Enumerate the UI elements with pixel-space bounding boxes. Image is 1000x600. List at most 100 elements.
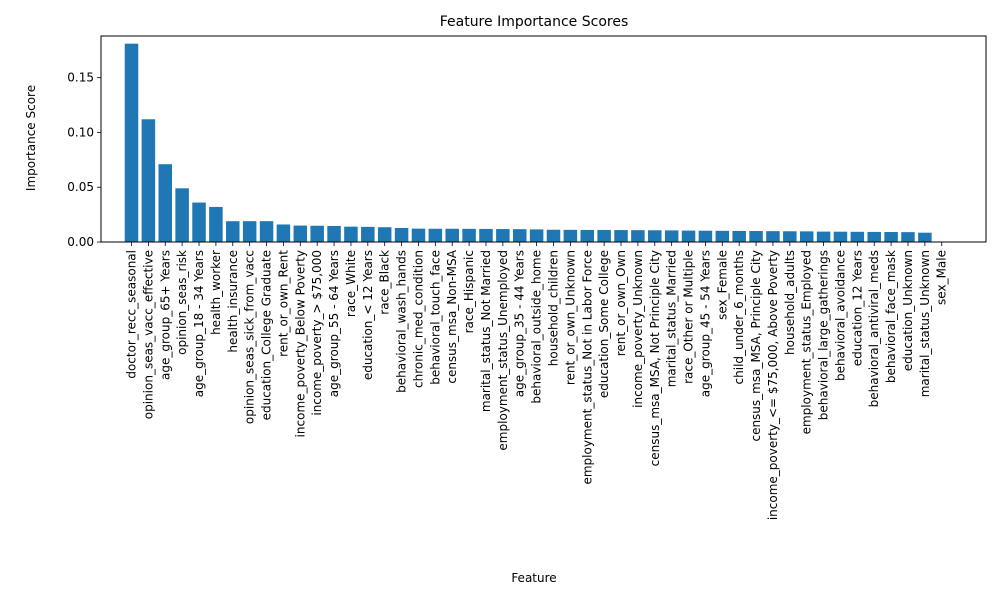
bar <box>546 229 561 242</box>
x-tick-label: education_< 12 Years <box>361 250 375 380</box>
bar <box>799 231 814 242</box>
x-axis-label: Feature <box>511 571 556 585</box>
x-tick-label: employment_status_Not in Labor Force <box>580 250 594 485</box>
x-tick-label: employment_status_Unemployed <box>496 250 510 451</box>
y-tick-label: 0.15 <box>67 71 94 85</box>
bar <box>141 119 156 242</box>
x-tick-label: rent_or_own_Rent <box>276 250 290 357</box>
bar <box>563 229 578 242</box>
x-tick-label: census_msa_Non-MSA <box>445 249 459 383</box>
bar <box>529 229 544 242</box>
y-tick-label: 0.00 <box>67 235 94 249</box>
bar <box>749 231 763 242</box>
x-tick-label: sex_Male <box>935 250 949 305</box>
y-axis: 0.00 0.05 0.10 0.15 <box>67 71 101 249</box>
bar <box>209 206 223 242</box>
x-tick-label: child_under_6_months <box>732 250 746 384</box>
bar <box>496 229 510 242</box>
bar <box>580 229 595 242</box>
y-axis-label: Importance Score <box>24 85 38 191</box>
x-tick-label: employment_status_Employed <box>800 250 814 434</box>
bar <box>597 229 611 242</box>
bar <box>698 230 713 242</box>
x-tick-label: marital_status_Married <box>665 250 679 387</box>
x-tick-label: age_group_35 - 44 Years <box>513 250 527 397</box>
bar <box>377 227 392 242</box>
bar <box>715 230 730 242</box>
bar <box>918 232 932 242</box>
bar <box>462 228 476 242</box>
y-tick-label: 0.05 <box>67 180 94 194</box>
chart-title: Feature Importance Scores <box>440 14 629 30</box>
bar <box>850 231 865 242</box>
bar <box>732 230 746 242</box>
x-tick-label: education_Some College <box>597 250 611 398</box>
x-tick-label: household_children <box>547 250 561 366</box>
x-tick-label: opinion_seas_vacc_effective <box>141 250 155 419</box>
bar <box>479 228 493 242</box>
bar <box>344 226 358 242</box>
x-tick-label: behavioral_touch_face <box>428 250 442 385</box>
bar <box>833 231 848 242</box>
x-tick-label: behavioral_wash_hands <box>395 250 409 393</box>
bar <box>259 221 274 242</box>
bar <box>783 231 797 242</box>
x-tick-label: sex_Female <box>715 250 729 320</box>
plot-frame <box>100 35 987 243</box>
x-tick-label: income_poverty_> $75,000 <box>310 250 324 416</box>
bar <box>428 228 443 242</box>
x-tick-label: income_poverty_Below Poverty <box>293 250 307 437</box>
bar <box>884 232 898 242</box>
y-tick-label: 0.10 <box>67 125 94 139</box>
bar <box>648 230 662 242</box>
x-tick-label: income_poverty_<= $75,000, Above Poverty <box>766 250 780 520</box>
x-tick-label: education_College Graduate <box>260 250 274 420</box>
bar <box>327 226 341 242</box>
x-tick-label: marital_status_Unknown <box>918 250 932 397</box>
x-tick-label: census_msa_MSA, Principle City <box>749 250 763 442</box>
bar <box>226 221 240 242</box>
bar <box>766 231 780 242</box>
x-tick-label: marital_status_Not Married <box>479 250 493 412</box>
x-tick-label: chronic_med_condition <box>411 250 425 388</box>
bar <box>816 231 831 242</box>
bar <box>158 164 173 242</box>
bar <box>867 231 881 242</box>
x-tick-label: education_Unknown <box>901 250 915 371</box>
bar <box>293 225 308 242</box>
x-tick-label: rent_or_own_Own <box>614 250 628 356</box>
x-tick-label: health_insurance <box>226 250 240 353</box>
x-tick-label: rent_or_own_Unknown <box>563 250 577 385</box>
bar <box>681 230 696 242</box>
x-tick-label: health_worker <box>209 250 223 335</box>
x-tick-label: race_Other or Multiple <box>682 250 696 384</box>
x-tick-label: opinion_seas_risk <box>175 250 189 355</box>
bar <box>614 230 628 242</box>
x-tick-label: income_poverty_Unknown <box>631 250 645 408</box>
x-tick-label: age_group_45 - 54 Years <box>698 250 712 397</box>
bar <box>394 227 409 242</box>
bar <box>445 228 459 242</box>
bar <box>664 230 679 242</box>
x-tick-label: census_msa_MSA, Not Principle City <box>648 250 662 466</box>
x-tick-label: household_adults <box>783 250 797 355</box>
bar <box>242 221 257 242</box>
x-tick-label: race_White <box>344 250 358 317</box>
x-tick-label: age_group_65+ Years <box>158 250 172 380</box>
bar <box>901 232 915 242</box>
x-tick-label: behavioral_large_gatherings <box>817 250 831 420</box>
bar <box>192 202 206 242</box>
x-tick-label: age_group_18 - 34 Years <box>192 250 206 397</box>
x-tick-label: education_12 Years <box>850 250 864 366</box>
bar <box>512 229 527 242</box>
x-tick-label: race_Hispanic <box>462 250 476 333</box>
x-tick-label: behavioral_outside_home <box>530 250 544 404</box>
x-tick-label: age_group_55 - 64 Years <box>327 250 341 397</box>
x-tick-label: behavioral_antiviral_meds <box>867 250 881 407</box>
bar <box>276 224 291 242</box>
x-tick-label: race_Black <box>378 250 392 315</box>
bar <box>631 230 645 242</box>
x-axis: doctor_recc_seasonal opinion_seas_vacc_ef… <box>125 242 949 520</box>
bar <box>175 188 189 242</box>
